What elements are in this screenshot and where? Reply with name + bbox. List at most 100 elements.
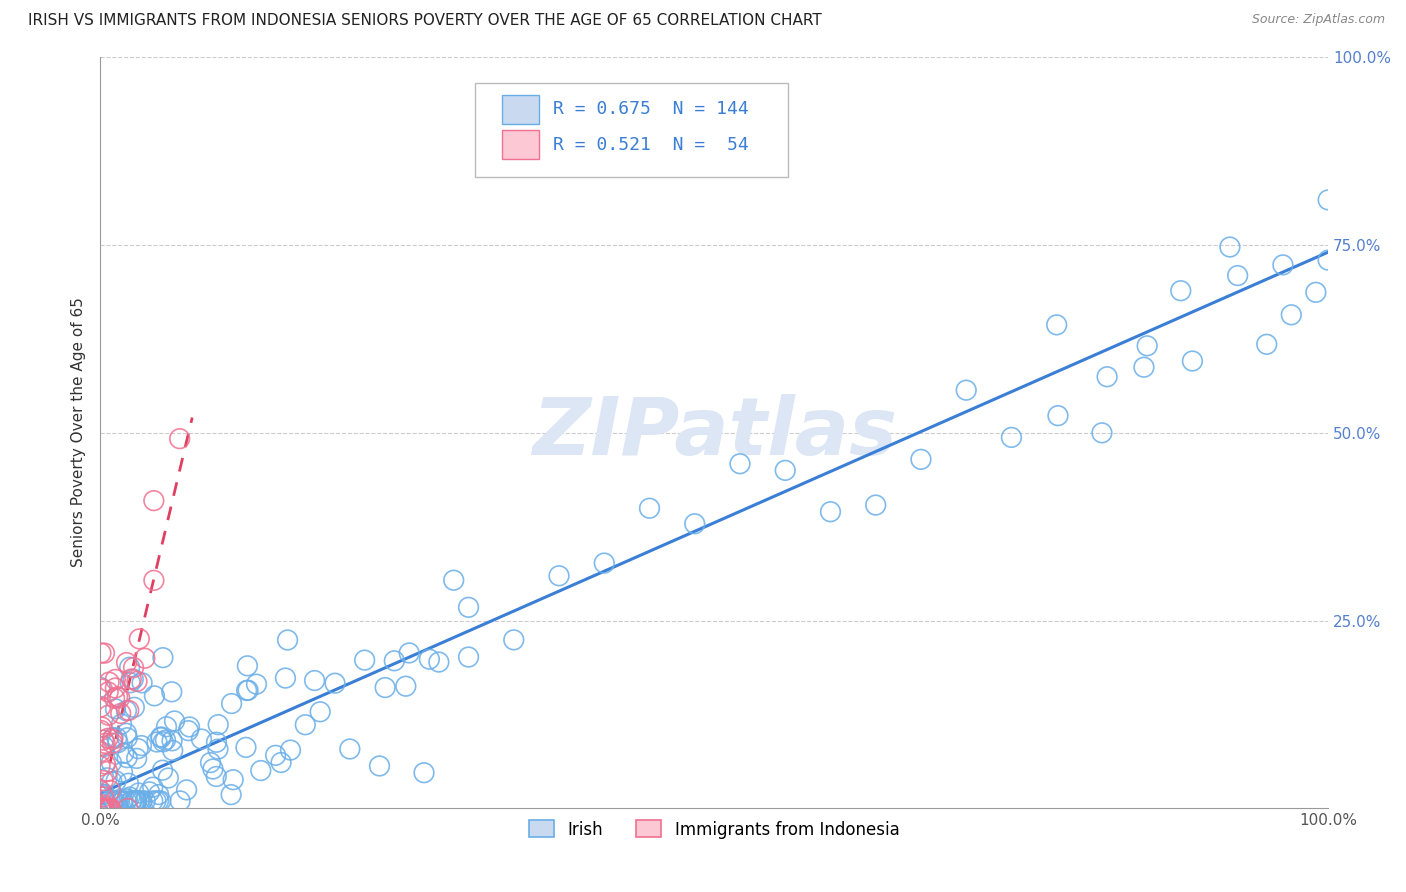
Point (143, 689, 166, 703)
Point (89, 783, 111, 797)
Point (107, 736, 129, 750)
Point (910, 452, 932, 467)
Point (118, 790, 141, 805)
Point (97, 801, 120, 815)
Point (148, 788, 170, 802)
Point (131, 676, 153, 690)
Point (152, 763, 174, 777)
Point (118, 660, 141, 674)
Point (142, 493, 165, 508)
Point (93, 789, 115, 804)
Point (115, 794, 138, 808)
Point (142, 780, 165, 794)
Point (97, 731, 120, 746)
Point (134, 651, 156, 665)
Point (820, 505, 842, 519)
Point (221, 697, 243, 711)
Point (96, 771, 118, 785)
Point (374, 681, 396, 695)
Point (323, 676, 346, 690)
Point (90, 745, 112, 759)
Legend: Irish, Immigrants from Indonesia: Irish, Immigrants from Indonesia (522, 814, 905, 846)
Point (638, 501, 661, 516)
Point (94, 788, 117, 802)
Point (125, 794, 148, 808)
Point (1317, 193, 1340, 207)
Point (160, 734, 183, 748)
Point (90, 723, 112, 738)
Point (93, 801, 115, 815)
Point (773, 463, 796, 477)
Point (100, 756, 122, 770)
Point (91, 801, 114, 815)
Point (90, 801, 112, 815)
Point (91, 682, 114, 697)
Point (115, 750, 138, 764)
Point (128, 786, 150, 800)
Point (413, 765, 436, 780)
Point (125, 794, 148, 808)
Point (146, 735, 169, 749)
Point (457, 650, 479, 665)
Point (142, 574, 165, 588)
Point (162, 743, 184, 757)
Point (101, 774, 124, 789)
Point (1271, 258, 1294, 272)
Point (98, 675, 121, 690)
Point (97, 685, 120, 699)
Point (101, 736, 124, 750)
Point (125, 794, 148, 808)
Point (457, 600, 479, 615)
Text: Source: ZipAtlas.com: Source: ZipAtlas.com (1251, 13, 1385, 27)
Point (128, 794, 150, 808)
Point (219, 788, 242, 802)
Point (1091, 425, 1114, 440)
Point (122, 660, 145, 674)
Point (117, 776, 139, 790)
Point (236, 683, 259, 698)
Point (120, 794, 142, 808)
Point (207, 742, 229, 756)
Point (124, 793, 146, 807)
Point (152, 650, 174, 665)
Text: R = 0.521  N =  54: R = 0.521 N = 54 (554, 136, 749, 153)
Point (245, 677, 267, 691)
Point (107, 690, 129, 704)
Point (101, 794, 124, 808)
Point (280, 743, 302, 757)
Point (121, 794, 143, 808)
Point (93, 794, 115, 808)
Point (91, 773, 114, 788)
Point (294, 718, 316, 732)
Point (274, 671, 297, 685)
Point (548, 568, 571, 582)
Point (207, 717, 229, 731)
Point (125, 793, 148, 807)
Point (142, 794, 165, 808)
Point (93, 794, 115, 808)
Point (149, 794, 172, 808)
Point (1226, 268, 1249, 283)
Point (131, 739, 153, 753)
Point (120, 675, 142, 690)
Point (117, 731, 139, 745)
Point (1256, 337, 1278, 351)
Point (160, 685, 183, 699)
Point (127, 741, 149, 756)
Text: ZIPatlas: ZIPatlas (531, 393, 897, 472)
Point (1181, 354, 1204, 368)
Point (163, 714, 186, 728)
Point (93, 801, 115, 815)
Point (98, 794, 121, 808)
Point (118, 703, 141, 717)
Point (89, 681, 111, 695)
Point (110, 706, 132, 721)
Point (728, 457, 751, 471)
Point (94, 736, 117, 750)
Point (138, 785, 160, 799)
Point (93, 646, 115, 660)
Point (124, 700, 146, 714)
Point (93, 739, 115, 754)
Y-axis label: Seniors Poverty Over the Age of 65: Seniors Poverty Over the Age of 65 (72, 298, 86, 567)
Point (103, 794, 125, 808)
